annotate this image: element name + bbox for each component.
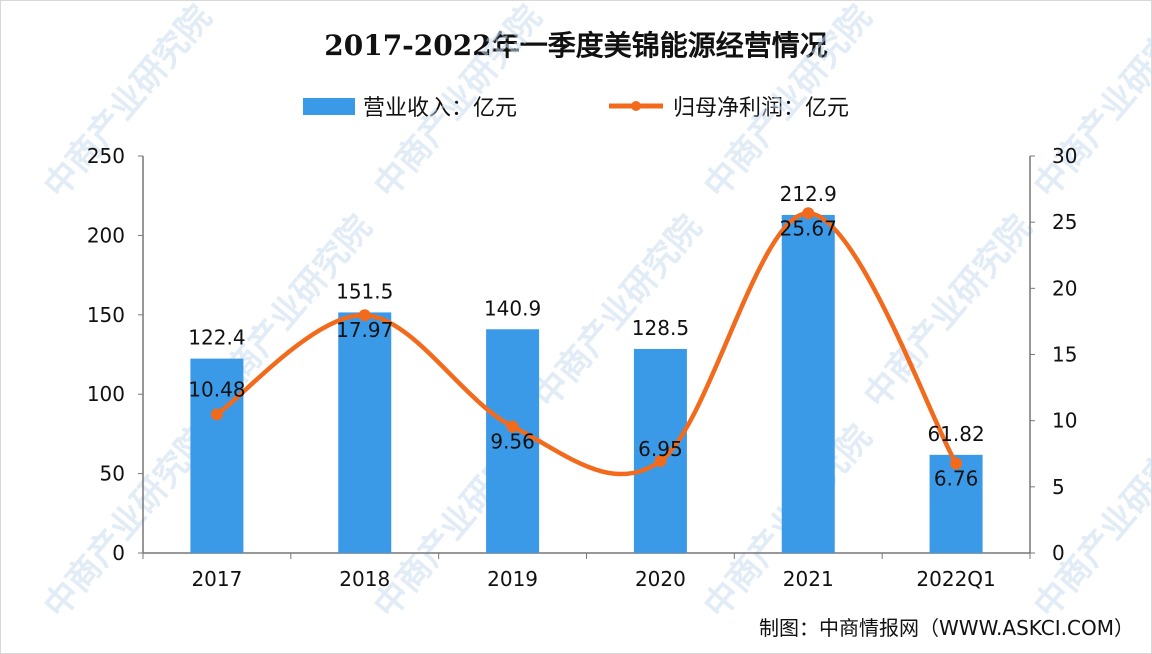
- right-tick-label: 5: [1052, 475, 1065, 499]
- left-tick-label: 250: [87, 144, 125, 168]
- revenue-data-label: 140.9: [484, 296, 541, 320]
- legend-line-swatch: [609, 101, 663, 111]
- x-tick-label: 2017: [191, 567, 242, 591]
- revenue-data-label: 151.5: [336, 279, 393, 303]
- watermark-text: 中商产业研究院: [1026, 418, 1152, 626]
- right-tick-label: 25: [1052, 210, 1077, 234]
- profit-point: [210, 408, 223, 421]
- profit-point: [506, 420, 519, 433]
- profit-point: [654, 455, 667, 468]
- left-tick-label: 0: [112, 541, 125, 565]
- legend-bar-swatch: [302, 97, 355, 115]
- watermark-text: 中商产业研究院: [36, 0, 220, 206]
- profit-data-label: 25.67: [780, 216, 837, 240]
- legend-item-profit: 归母净利润：亿元: [607, 90, 849, 122]
- revenue-data-label: 128.5: [632, 316, 689, 340]
- x-tick-label: 2019: [487, 567, 538, 591]
- watermark-text: 中商产业研究院: [366, 0, 550, 206]
- legend-item-revenue: 营业收入：亿元: [302, 90, 517, 122]
- revenue-bar: [929, 454, 983, 553]
- revenue-bar: [633, 348, 687, 553]
- revenue-bar: [486, 329, 540, 553]
- right-tick-label: 10: [1052, 409, 1077, 433]
- profit-data-label: 17.97: [336, 318, 393, 342]
- left-tick-label: 200: [87, 223, 125, 247]
- left-tick-label: 150: [87, 303, 125, 327]
- right-tick-label: 0: [1052, 541, 1065, 565]
- left-tick-label: 50: [100, 462, 125, 486]
- revenue-bar: [781, 214, 835, 553]
- watermark-text: 中商产业研究院: [696, 0, 880, 206]
- x-tick-label: 2021: [783, 567, 834, 591]
- profit-point: [358, 309, 371, 322]
- left-tick-label: 100: [87, 382, 125, 406]
- profit-data-label: 9.56: [490, 429, 535, 453]
- revenue-bar: [338, 312, 392, 553]
- profit-data-label: 6.76: [934, 467, 979, 491]
- profit-point: [802, 207, 815, 220]
- profit-data-label: 10.48: [188, 377, 245, 401]
- watermark-text: 中商产业研究院: [1026, 0, 1152, 206]
- revenue-data-label: 212.9: [780, 182, 837, 206]
- legend-label-profit: 归母净利润：亿元: [673, 96, 850, 121]
- legend: 营业收入：亿元 归母净利润：亿元: [0, 90, 1152, 122]
- revenue-data-label: 61.82: [927, 422, 984, 446]
- revenue-bar: [190, 358, 244, 553]
- right-tick-label: 30: [1052, 144, 1077, 168]
- chart-title: 2017-2022年一季度美锦能源经营情况: [324, 29, 828, 62]
- x-tick-label: 2020: [635, 567, 686, 591]
- revenue-data-label: 122.4: [188, 326, 245, 350]
- legend-label-revenue: 营业收入：亿元: [362, 96, 517, 121]
- x-tick-label: 2018: [339, 567, 390, 591]
- x-tick-label: 2022Q1: [916, 567, 995, 591]
- right-tick-label: 15: [1052, 343, 1077, 367]
- profit-data-label: 6.95: [638, 437, 683, 461]
- right-tick-label: 20: [1052, 276, 1077, 300]
- source-note: 制图：中商情报网（WWW.ASKCI.COM）: [759, 616, 1134, 640]
- profit-point: [950, 457, 963, 470]
